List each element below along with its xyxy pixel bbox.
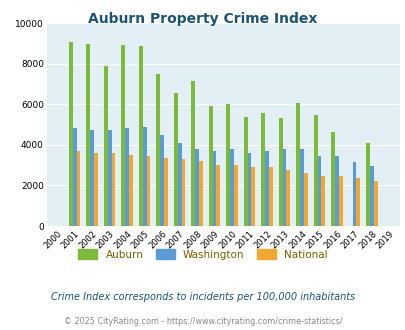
Bar	[251, 167, 255, 226]
Bar	[282, 149, 286, 226]
Bar	[164, 158, 167, 226]
Bar	[338, 176, 342, 226]
Bar	[156, 74, 160, 226]
Bar	[94, 152, 98, 226]
Bar	[181, 159, 185, 226]
Bar	[69, 42, 72, 226]
Bar	[247, 153, 251, 226]
Bar	[111, 153, 115, 226]
Bar	[334, 156, 338, 226]
Bar	[177, 143, 181, 226]
Bar	[146, 156, 150, 226]
Bar	[373, 182, 377, 226]
Bar	[90, 130, 94, 226]
Bar	[208, 106, 212, 226]
Bar	[264, 150, 268, 226]
Bar	[198, 161, 202, 226]
Legend: Auburn, Washington, National: Auburn, Washington, National	[74, 245, 331, 264]
Bar	[173, 93, 177, 226]
Bar	[369, 166, 373, 226]
Bar	[72, 128, 77, 226]
Text: © 2025 CityRating.com - https://www.cityrating.com/crime-statistics/: © 2025 CityRating.com - https://www.city…	[64, 317, 341, 326]
Bar	[160, 135, 164, 226]
Bar	[121, 46, 125, 226]
Bar	[296, 103, 299, 226]
Bar	[77, 151, 80, 226]
Bar	[260, 114, 264, 226]
Bar	[243, 117, 247, 226]
Bar	[107, 130, 111, 226]
Bar	[313, 115, 317, 226]
Bar	[129, 155, 132, 226]
Bar	[139, 47, 142, 226]
Bar	[330, 132, 334, 226]
Bar	[86, 44, 90, 226]
Bar	[352, 162, 356, 226]
Bar	[268, 167, 272, 226]
Bar	[286, 170, 290, 226]
Bar	[191, 81, 195, 226]
Bar	[299, 149, 303, 226]
Bar	[356, 178, 359, 226]
Bar	[212, 151, 216, 226]
Bar	[365, 143, 369, 226]
Bar	[303, 173, 307, 226]
Bar	[230, 149, 233, 226]
Bar	[226, 104, 230, 226]
Text: Auburn Property Crime Index: Auburn Property Crime Index	[88, 12, 317, 25]
Bar	[278, 118, 282, 226]
Bar	[104, 66, 107, 226]
Text: Crime Index corresponds to incidents per 100,000 inhabitants: Crime Index corresponds to incidents per…	[51, 292, 354, 302]
Bar	[321, 176, 324, 226]
Bar	[233, 165, 237, 226]
Bar	[216, 165, 220, 226]
Bar	[142, 127, 146, 226]
Bar	[125, 128, 129, 226]
Bar	[195, 149, 198, 226]
Bar	[317, 156, 321, 226]
